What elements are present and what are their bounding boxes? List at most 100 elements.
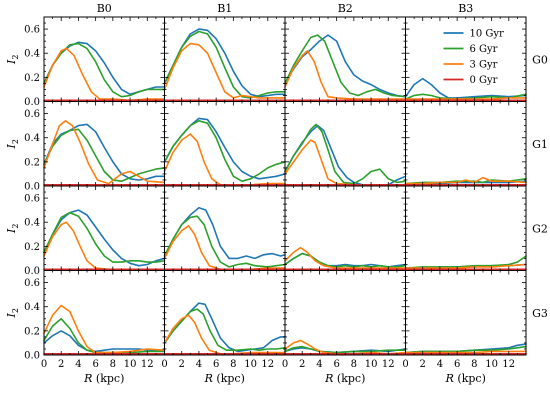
series-line-10-gyr-g3-b1 bbox=[163, 302, 286, 353]
series-line-10-gyr-g1-b1 bbox=[163, 117, 286, 180]
x-axis-label-unit: (kpc) bbox=[213, 372, 245, 385]
x-tick-label: 8 bbox=[230, 359, 236, 370]
legend-label-3-gyr: 3 Gyr bbox=[470, 60, 498, 71]
y-tick-label: 0.0 bbox=[24, 182, 40, 193]
y-tick-label: 0.2 bbox=[24, 157, 40, 168]
panel-frame-g0-b3 bbox=[405, 16, 527, 102]
panel-frame-g2-b2 bbox=[284, 185, 406, 271]
x-axis-label-unit: (kpc) bbox=[454, 372, 486, 385]
x-axis-label-unit: (kpc) bbox=[333, 372, 365, 385]
panel-frame-g1-b1 bbox=[164, 101, 286, 187]
panel-frame-g3-b0 bbox=[43, 270, 165, 356]
y-tick-label: 0.2 bbox=[24, 242, 40, 253]
series-line-6-gyr-g0-b0 bbox=[43, 42, 166, 98]
row-title-g3: G3 bbox=[532, 307, 548, 320]
legend-label-10-gyr: 10 Gyr bbox=[470, 29, 505, 40]
series-line-10-gyr-g0-b1 bbox=[163, 28, 286, 98]
series-line-10-gyr-g0-b2 bbox=[284, 34, 407, 98]
x-axis-label-main: R bbox=[445, 372, 454, 385]
x-tick-label: 10 bbox=[124, 359, 137, 370]
y-tick-label: 0.6 bbox=[24, 109, 40, 120]
x-tick-label: 10 bbox=[485, 359, 498, 370]
x-tick-label: 10 bbox=[244, 359, 257, 370]
y-axis-label-main: I bbox=[5, 228, 18, 234]
series-line-3-gyr-g0-b3 bbox=[404, 97, 527, 100]
column-title-b0: B0 bbox=[97, 2, 112, 15]
x-tick-label: 0 bbox=[282, 359, 288, 370]
y-tick-label: 0.6 bbox=[24, 25, 40, 36]
y-axis-label-main: I bbox=[5, 312, 18, 318]
x-axis-label-main: R bbox=[324, 372, 333, 385]
x-tick-label: 12 bbox=[261, 359, 274, 370]
series-line-6-gyr-g0-b2 bbox=[284, 34, 407, 98]
x-tick-label: 4 bbox=[196, 359, 202, 370]
x-tick-label: 2 bbox=[179, 359, 185, 370]
x-tick-label: 6 bbox=[213, 359, 219, 370]
x-tick-label: 6 bbox=[333, 359, 339, 370]
row-title-g2: G2 bbox=[532, 222, 548, 235]
series-line-3-gyr-g0-b1 bbox=[163, 42, 286, 99]
y-tick-label: 0.4 bbox=[24, 49, 40, 60]
series-line-3-gyr-g0-b2 bbox=[284, 50, 407, 100]
x-tick-label: 6 bbox=[454, 359, 460, 370]
x-axis-label: R (kpc) bbox=[204, 372, 245, 385]
x-tick-label: 4 bbox=[316, 359, 322, 370]
series-line-6-gyr-g3-b2 bbox=[284, 345, 407, 354]
x-tick-label: 0 bbox=[161, 359, 167, 370]
y-axis-label-subscript: 2 bbox=[11, 55, 20, 60]
series-line-3-gyr-g3-b3 bbox=[404, 350, 527, 354]
x-axis-label: R (kpc) bbox=[324, 372, 365, 385]
row-title-g0: G0 bbox=[532, 53, 548, 66]
series-line-10-gyr-g2-b1 bbox=[163, 206, 286, 260]
column-title-b2: B2 bbox=[338, 2, 353, 15]
series-line-3-gyr-g2-b3 bbox=[404, 263, 527, 269]
x-axis-label-main: R bbox=[204, 372, 213, 385]
panel-frame-g2-b3 bbox=[405, 185, 527, 271]
x-axis-label-main: R bbox=[83, 372, 92, 385]
y-axis-label: I2 bbox=[5, 139, 20, 149]
x-tick-label: 2 bbox=[58, 359, 64, 370]
x-tick-label: 8 bbox=[110, 359, 116, 370]
y-tick-label: 0.4 bbox=[24, 133, 40, 144]
series-line-3-gyr-g3-b1 bbox=[163, 314, 286, 355]
x-tick-label: 10 bbox=[365, 359, 378, 370]
series-line-6-gyr-g1-b2 bbox=[284, 123, 407, 185]
series-line-3-gyr-g1-b3 bbox=[404, 176, 527, 185]
column-title-b1: B1 bbox=[217, 2, 232, 15]
x-tick-label: 2 bbox=[299, 359, 305, 370]
panel-frame-g0-b1 bbox=[164, 16, 286, 102]
panel-frame-g3-b3 bbox=[405, 270, 527, 356]
y-tick-label: 0.4 bbox=[24, 302, 40, 313]
series-line-6-gyr-g2-b1 bbox=[163, 215, 286, 268]
series-line-6-gyr-g2-b3 bbox=[404, 255, 527, 269]
panel-frame-g1-b0 bbox=[43, 101, 165, 187]
series-line-6-gyr-g2-b2 bbox=[284, 252, 407, 268]
column-title-b3: B3 bbox=[458, 2, 473, 15]
series-line-3-gyr-g2-b2 bbox=[284, 246, 407, 269]
x-tick-label: 0 bbox=[402, 359, 408, 370]
series-line-6-gyr-g1-b0 bbox=[43, 128, 166, 182]
x-tick-label: 12 bbox=[502, 359, 515, 370]
legend-label-6-gyr: 6 Gyr bbox=[470, 44, 498, 55]
panel-frame-g1-b3 bbox=[405, 101, 527, 187]
y-axis-label-main: I bbox=[5, 59, 18, 65]
x-tick-label: 4 bbox=[437, 359, 443, 370]
panel-frame-g2-b1 bbox=[164, 185, 286, 271]
series-line-3-gyr-g1-b0 bbox=[43, 120, 166, 185]
series-line-3-gyr-g2-b1 bbox=[163, 225, 286, 271]
series-line-6-gyr-g3-b0 bbox=[43, 318, 166, 354]
x-tick-label: 12 bbox=[141, 359, 154, 370]
y-axis-label: I2 bbox=[5, 55, 20, 65]
row-title-g1: G1 bbox=[532, 138, 548, 151]
series-line-10-gyr-g1-b2 bbox=[284, 124, 407, 186]
x-tick-label: 8 bbox=[471, 359, 477, 370]
y-tick-label: 0.6 bbox=[24, 278, 40, 289]
y-tick-label: 0.4 bbox=[24, 218, 40, 229]
x-tick-label: 12 bbox=[382, 359, 395, 370]
series-line-3-gyr-g0-b0 bbox=[43, 47, 166, 102]
series-line-3-gyr-g3-b0 bbox=[43, 304, 166, 354]
series-line-6-gyr-g1-b1 bbox=[163, 120, 286, 182]
x-tick-label: 4 bbox=[75, 359, 81, 370]
panel-frame-g2-b0 bbox=[43, 185, 165, 271]
